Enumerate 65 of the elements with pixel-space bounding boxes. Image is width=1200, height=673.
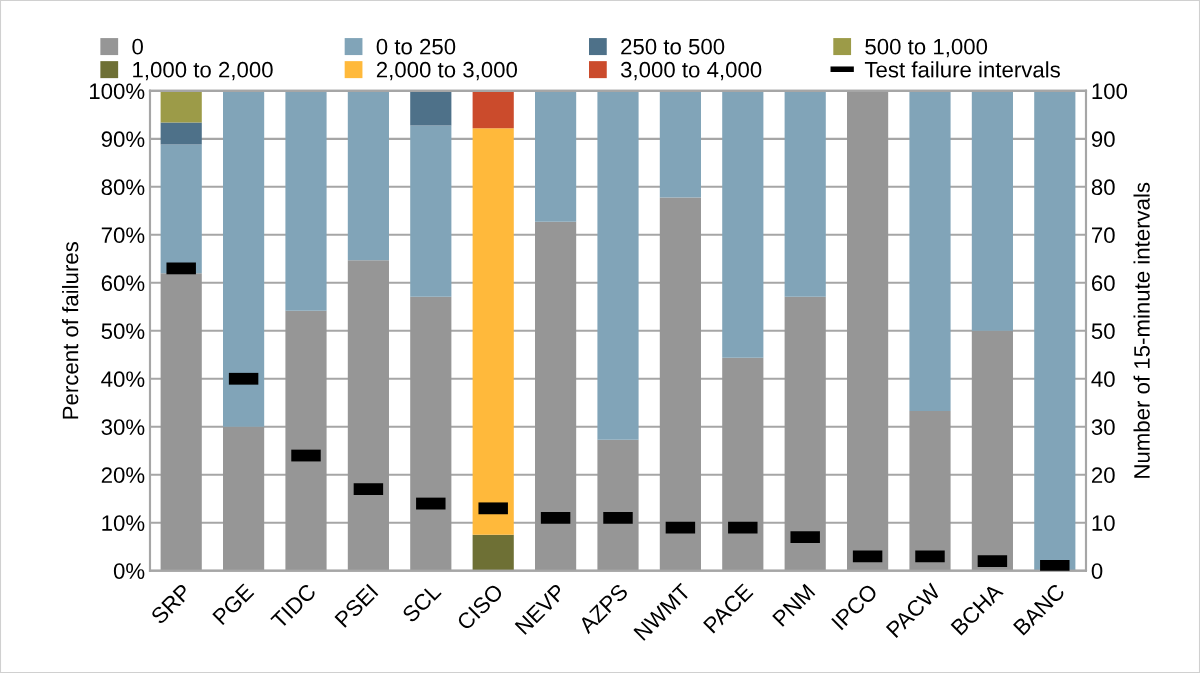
y2-tick-label: 70 <box>1092 227 1115 244</box>
legend-label: Test failure intervals <box>864 61 1060 78</box>
y-tick-label: 90% <box>101 131 145 148</box>
y2-tick-label: 60 <box>1091 275 1115 292</box>
y2-tick-label: 30 <box>1091 419 1115 436</box>
y2-tick-label: 100 <box>1092 83 1128 100</box>
bar <box>909 90 951 411</box>
bar <box>847 90 889 571</box>
bar <box>909 410 951 571</box>
bar <box>347 260 389 571</box>
bar <box>659 90 701 198</box>
bar <box>160 90 202 123</box>
legend-label: 0 to 250 <box>376 38 456 55</box>
bar <box>784 296 826 571</box>
y-axis-title: Percent of failures <box>62 242 79 419</box>
bar <box>472 90 514 129</box>
y2-tick-label: 50 <box>1091 323 1115 340</box>
bar <box>535 90 577 222</box>
legend-label: 1,000 to 2,000 <box>133 61 273 81</box>
y2-tick-label: 80 <box>1091 179 1115 196</box>
bar <box>347 90 389 261</box>
y-tick-label: 50% <box>101 323 145 340</box>
legend-label: 500 to 1,000 <box>865 38 988 58</box>
bar <box>160 144 202 274</box>
bar <box>410 125 452 297</box>
bar <box>784 90 826 297</box>
y-tick-label: 20% <box>101 467 145 484</box>
bar <box>472 128 514 535</box>
bar <box>597 90 639 440</box>
bar <box>472 534 514 571</box>
y2-tick-label: 20 <box>1091 467 1115 484</box>
y2-tick-label: 40 <box>1091 371 1115 388</box>
bar <box>971 90 1013 331</box>
y-tick-label: 60% <box>101 275 145 292</box>
bar <box>597 439 639 571</box>
bar <box>410 90 452 126</box>
y2-axis-title: Number of 15-minute intervals <box>1133 182 1150 478</box>
bar <box>223 90 265 427</box>
x-tick-label: SCL <box>401 582 442 624</box>
bar <box>223 426 265 571</box>
bar <box>659 197 701 571</box>
y-tick-label: 70% <box>101 227 145 244</box>
y2-tick-label: 0 <box>1091 563 1103 579</box>
bar <box>410 296 452 571</box>
y2-tick-label: 90 <box>1091 131 1115 148</box>
bar <box>285 90 327 311</box>
bar <box>160 273 202 571</box>
bar <box>722 90 764 358</box>
bar <box>285 310 327 571</box>
bar <box>160 122 202 145</box>
y2-tick-label: 10 <box>1092 515 1115 531</box>
y-tick-label: 0% <box>113 563 145 579</box>
bar <box>535 221 577 571</box>
legend-label: 250 to 500 <box>621 38 725 55</box>
bar <box>1034 90 1076 571</box>
y-tick-label: 100% <box>90 83 145 100</box>
bar <box>722 357 764 571</box>
legend-label: 0 <box>132 38 143 55</box>
bar <box>971 330 1013 571</box>
y-tick-label: 10% <box>102 515 145 531</box>
legend-label: 3,000 to 4,000 <box>620 61 762 81</box>
legend-label: 2,000 to 3,000 <box>376 61 518 81</box>
y-tick-label: 80% <box>101 179 145 196</box>
y-tick-label: 30% <box>101 419 145 436</box>
y-tick-label: 40% <box>101 371 145 388</box>
